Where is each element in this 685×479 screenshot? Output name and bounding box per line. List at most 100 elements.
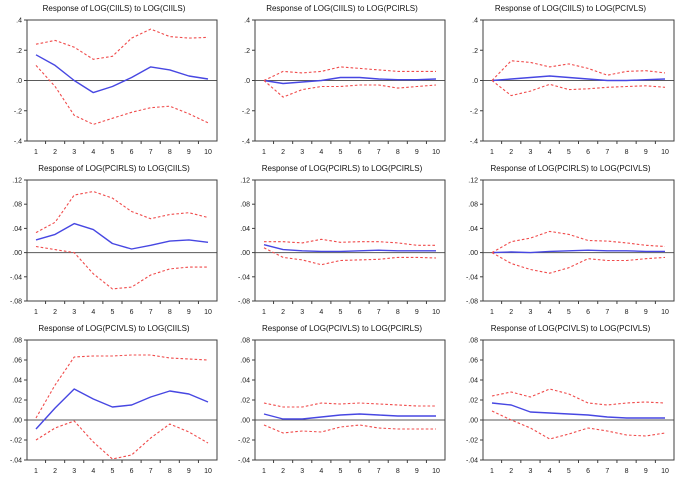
x-tick-label: 6 xyxy=(586,149,590,156)
x-tick-label: 8 xyxy=(168,309,172,316)
x-tick-label: 10 xyxy=(204,309,212,316)
response-line xyxy=(491,402,665,419)
y-tick-label: .0 xyxy=(244,78,250,85)
y-tick-label: .06 xyxy=(12,358,22,365)
y-tick-label: .04 xyxy=(240,378,250,385)
y-tick-label: -.04 xyxy=(238,458,250,465)
y-tick-label: .00 xyxy=(12,250,22,257)
x-tick-label: 9 xyxy=(415,149,419,156)
axis-frame xyxy=(254,179,446,302)
irf-panel-ciils-pcirls: Response of LOG(CIILS) to LOG(PCIRLS) .4… xyxy=(228,0,456,160)
irf-panel-ciils-pcivls: Response of LOG(CIILS) to LOG(PCIVLS) .4… xyxy=(456,0,685,160)
x-tick-label: 4 xyxy=(91,149,95,156)
x-tick-label: 10 xyxy=(432,149,440,156)
x-tick-label: 8 xyxy=(168,468,172,475)
response-line xyxy=(263,244,436,253)
panel-title: Response of LOG(PCIRLS) to LOG(CIILS) xyxy=(38,164,190,173)
x-tick-label: 2 xyxy=(509,309,513,316)
y-tick-label: .04 xyxy=(468,378,478,385)
y-tick-label: .04 xyxy=(12,378,22,385)
y-tick-label: .04 xyxy=(240,226,250,233)
axis-frame xyxy=(482,179,675,302)
irf-chart: .4 .2 .0 -.2 -.4 1 2 3 4 5 6 7 8 9 10 xyxy=(14,18,218,156)
x-tick-label: 10 xyxy=(204,149,212,156)
y-tick-label: .08 xyxy=(468,202,478,209)
panel-title: Response of LOG(PCIVLS) to LOG(PCIVLS) xyxy=(490,324,651,333)
y-tick-label: .00 xyxy=(468,250,478,257)
x-tick-label: 5 xyxy=(338,149,342,156)
x-tick-label: 6 xyxy=(586,468,590,475)
x-tick-label: 7 xyxy=(605,309,609,316)
y-tick-label: -.08 xyxy=(238,299,250,306)
x-tick-label: 9 xyxy=(415,468,419,475)
x-tick-label: 3 xyxy=(528,149,532,156)
x-tick-label: 4 xyxy=(548,309,552,316)
irf-chart: .4 .2 .0 -.2 -.4 1 2 3 4 5 6 7 8 9 10 xyxy=(242,18,446,156)
x-tick-label: 3 xyxy=(300,468,304,475)
x-tick-label: 7 xyxy=(377,149,381,156)
y-tick-label: .0 xyxy=(16,78,22,85)
x-tick-label: 4 xyxy=(319,468,323,475)
lower-band-line xyxy=(35,65,209,125)
x-tick-label: 4 xyxy=(91,468,95,475)
x-tick-label: 9 xyxy=(644,468,648,475)
x-tick-label: 8 xyxy=(396,149,400,156)
axis-frame xyxy=(254,339,446,461)
x-tick-label: 7 xyxy=(377,468,381,475)
irf-panel-pcivls-ciils: Response of LOG(PCIVLS) to LOG(CIILS) .0… xyxy=(0,320,228,479)
lower-band-line xyxy=(35,420,209,460)
y-tick-label: -.04 xyxy=(466,274,478,281)
x-tick-label: 3 xyxy=(300,309,304,316)
x-tick-label: 1 xyxy=(490,309,494,316)
x-tick-label: 3 xyxy=(528,468,532,475)
x-tick-label: 4 xyxy=(91,309,95,316)
y-tick-label: .2 xyxy=(472,48,478,55)
y-tick-label: .4 xyxy=(16,18,22,25)
y-tick-label: .08 xyxy=(12,202,22,209)
y-tick-label: .06 xyxy=(240,358,250,365)
x-tick-label: 10 xyxy=(661,468,669,475)
lower-band-line xyxy=(35,245,208,290)
x-tick-label: 7 xyxy=(605,468,609,475)
x-tick-label: 9 xyxy=(187,309,191,316)
y-tick-label: .00 xyxy=(240,250,250,257)
panel-title: Response of LOG(PCIVLS) to LOG(CIILS) xyxy=(38,324,190,333)
y-tick-label: -.04 xyxy=(10,274,22,281)
x-tick-label: 2 xyxy=(53,149,57,156)
y-tick-label: .04 xyxy=(12,226,22,233)
axis-frame xyxy=(26,179,218,302)
x-tick-label: 9 xyxy=(644,309,648,316)
x-tick-label: 7 xyxy=(149,309,153,316)
irf-chart: .12 .08 .04 .00 -.04 -.08 1 2 3 4 5 6 7 8 9 10 xyxy=(466,178,675,316)
x-tick-label: 1 xyxy=(490,149,494,156)
y-tick-label: -.04 xyxy=(238,274,250,281)
lower-band-line xyxy=(491,80,666,97)
x-tick-label: 5 xyxy=(567,468,571,475)
y-tick-label: .06 xyxy=(468,358,478,365)
x-tick-label: 1 xyxy=(34,149,38,156)
irf-chart: .12 .08 .04 .00 -.04 -.08 1 2 3 4 5 6 7 8 9 10 xyxy=(238,178,446,316)
irf-panel-pcirls-pcirls: Response of LOG(PCIRLS) to LOG(PCIRLS) .… xyxy=(228,160,456,320)
axis-frame xyxy=(254,19,446,142)
irf-chart: .12 .08 .04 .00 -.04 -.08 1 2 3 4 5 6 7 8 9 10 xyxy=(10,178,218,316)
y-tick-label: -.02 xyxy=(466,438,478,445)
x-tick-label: 9 xyxy=(187,468,191,475)
x-tick-label: 10 xyxy=(204,468,212,475)
x-tick-label: 2 xyxy=(53,468,57,475)
irf-chart: .4 .2 .0 -.2 -.4 1 2 3 4 5 6 7 8 9 10 xyxy=(470,18,675,156)
irf-chart: .08 .06 .04 .02 .00 -.02 -.04 1 2 3 4 5 6 7 8 9 10 xyxy=(238,338,446,475)
irf-panel-ciils-ciils: Response of LOG(CIILS) to LOG(CIILS) .4.… xyxy=(0,0,228,160)
x-tick-label: 8 xyxy=(625,149,629,156)
x-tick-label: 10 xyxy=(661,149,669,156)
irf-panel-pcivls-pcivls: Response of LOG(PCIVLS) to LOG(PCIVLS) .… xyxy=(456,320,685,479)
x-tick-label: 5 xyxy=(110,468,114,475)
response-line xyxy=(263,76,437,85)
response-line xyxy=(491,249,665,254)
y-tick-label: .12 xyxy=(240,178,250,185)
x-tick-label: 4 xyxy=(319,149,323,156)
y-tick-label: .00 xyxy=(240,418,250,425)
y-tick-label: .4 xyxy=(472,18,478,25)
x-tick-label: 4 xyxy=(548,468,552,475)
y-tick-label: .00 xyxy=(468,418,478,425)
